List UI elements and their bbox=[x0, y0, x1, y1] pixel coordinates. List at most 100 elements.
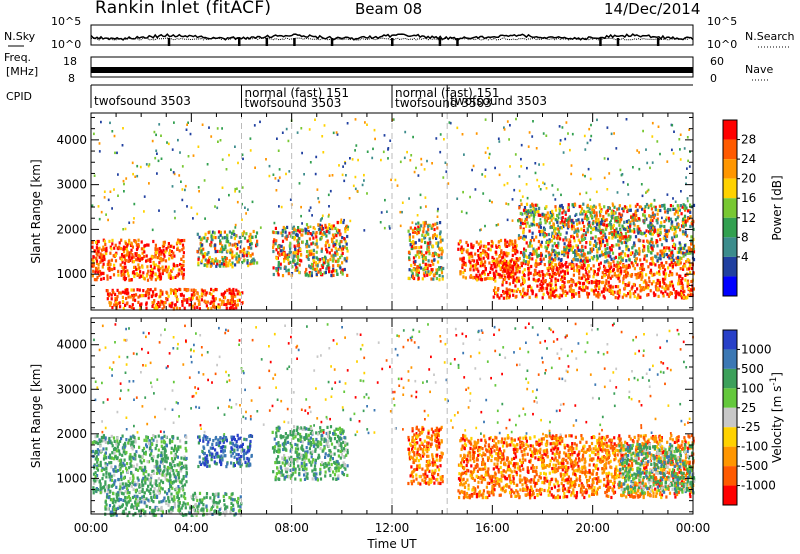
velocity-colorbar-segment bbox=[723, 485, 737, 505]
velocity-region bbox=[407, 425, 444, 486]
power-colorbar-label: Power [dB] bbox=[770, 175, 784, 240]
xlabel: Time UT bbox=[366, 537, 417, 551]
cpid-segment-label: twofsound 3503 bbox=[395, 96, 492, 110]
velocity-colorbar-segment bbox=[723, 407, 737, 428]
noise-left-label: N.Sky bbox=[4, 30, 36, 43]
xtick-label: 12:00 bbox=[375, 521, 410, 535]
power-colorbar-segment bbox=[723, 159, 737, 179]
noise-gap-mark bbox=[265, 38, 269, 46]
xtick-label: 20:00 bbox=[575, 521, 610, 535]
power-ytick-label: 1000 bbox=[56, 267, 87, 281]
velocity-colorbar-tick: 500 bbox=[741, 362, 764, 376]
noise-gap-mark bbox=[167, 38, 171, 46]
noise-gap-mark bbox=[438, 38, 442, 46]
power-colorbar-segment bbox=[723, 237, 737, 257]
power-colorbar-tick: 28 bbox=[741, 133, 756, 147]
power-colorbar-tick: 24 bbox=[741, 152, 756, 166]
date-label: 14/Dec/2014 bbox=[604, 0, 701, 18]
power-colorbar-tick: 4 bbox=[741, 250, 749, 264]
power-region bbox=[271, 225, 304, 278]
power-region bbox=[407, 220, 445, 282]
freq-right-tick: 0 bbox=[710, 72, 717, 85]
power-colorbar-frame bbox=[722, 119, 738, 297]
velocity-colorbar-segment bbox=[723, 427, 737, 447]
xtick-label: 00:00 bbox=[676, 521, 711, 535]
power-region bbox=[304, 220, 349, 278]
power-colorbar-tick: 8 bbox=[741, 230, 749, 244]
velocity-region bbox=[91, 434, 188, 495]
noise-gap-mark bbox=[391, 38, 394, 46]
noise-gap-mark bbox=[599, 38, 602, 46]
velocity-colorbar-tick: -100 bbox=[741, 440, 768, 454]
velocity-colorbar-tick: -1000 bbox=[741, 479, 776, 493]
power-colorbar-segment bbox=[723, 198, 737, 218]
noise-gap-mark bbox=[616, 38, 620, 46]
noise-right-label: N.Search bbox=[745, 30, 795, 43]
velocity-colorbar-tick: 100 bbox=[741, 381, 764, 395]
velocity-sparse-echoes bbox=[93, 322, 694, 437]
velocity-colorbar-segment bbox=[723, 446, 737, 467]
velocity-region bbox=[618, 442, 696, 495]
power-region bbox=[492, 260, 695, 300]
power-sparse-echoes bbox=[91, 117, 691, 232]
power-region bbox=[91, 238, 186, 282]
freq-right-label: Nave bbox=[745, 63, 773, 76]
velocity-ytick-label: 1000 bbox=[56, 471, 87, 485]
velocity-ytick-label: 2000 bbox=[56, 427, 87, 441]
velocity-colorbar-tick: 1000 bbox=[741, 342, 772, 356]
noise-sky-trace bbox=[90, 33, 694, 41]
power-colorbar-segment bbox=[723, 276, 737, 296]
power-colorbar-segment bbox=[723, 178, 737, 199]
velocity-ytick-label: 4000 bbox=[56, 338, 87, 352]
noise-gap-mark bbox=[330, 38, 334, 46]
cpid-segment-label: twofsound 3503 bbox=[94, 94, 191, 108]
noise-gap-mark bbox=[656, 38, 660, 46]
power-region bbox=[105, 287, 244, 311]
velocity-colorbar-label: Velocity [m s-1] bbox=[769, 372, 784, 463]
power-colorbar-segment bbox=[723, 256, 737, 277]
velocity-region bbox=[271, 425, 349, 482]
freq-right-tick: 60 bbox=[710, 55, 724, 68]
velocity-colorbar-tick: -25 bbox=[741, 420, 761, 434]
cpid-segment-label: twofsound 3503 bbox=[245, 96, 342, 110]
cpid-segment-label: normal (fast) 151 bbox=[245, 86, 349, 100]
power-colorbar-tick: 16 bbox=[741, 191, 756, 205]
velocity-colorbar-segment bbox=[723, 466, 737, 486]
power-region bbox=[517, 202, 696, 264]
velocity-colorbar-segment bbox=[723, 388, 737, 408]
freq-trace bbox=[91, 67, 693, 73]
velocity-colorbar-segment bbox=[723, 368, 737, 389]
power-ytick-label: 4000 bbox=[56, 133, 87, 147]
noise-gap-mark bbox=[293, 38, 296, 46]
noise-gap-mark bbox=[237, 38, 241, 46]
power-colorbar-segment bbox=[723, 120, 737, 140]
noise-right-tick: 10^5 bbox=[707, 15, 737, 28]
velocity-ylabel: Slant Range [km] bbox=[29, 364, 43, 468]
power-group: 1000 2000 3000 4000 Slant Range [km] 28 24 20 16… bbox=[29, 112, 784, 311]
noise-gap-mark bbox=[456, 38, 459, 46]
freq-left-tick: 8 bbox=[68, 72, 75, 85]
power-colorbar-tick: 12 bbox=[741, 211, 756, 225]
freq-left-unit: [MHz] bbox=[6, 65, 38, 78]
noise-left-tick: 10^0 bbox=[51, 38, 81, 51]
page-title: Rankin Inlet (fitACF) bbox=[95, 0, 272, 18]
xtick-label: 16:00 bbox=[475, 521, 510, 535]
xtick-label: 08:00 bbox=[274, 521, 309, 535]
power-region bbox=[196, 229, 259, 269]
velocity-colorbar-segment bbox=[723, 349, 737, 369]
velocity-colorbar-frame bbox=[722, 329, 738, 506]
noise-right-tick: 10^0 bbox=[707, 38, 737, 51]
noise-left-tick: 10^5 bbox=[51, 15, 81, 28]
velocity-region bbox=[197, 433, 254, 469]
xtick-label: 04:00 bbox=[174, 521, 209, 535]
power-colorbar-segment bbox=[723, 217, 737, 238]
velocity-colorbar-tick: 25 bbox=[741, 401, 756, 415]
velocity-colorbar-tick: -500 bbox=[741, 459, 768, 473]
power-colorbar-tick: 20 bbox=[741, 172, 756, 186]
velocity-colorbar-segment bbox=[723, 330, 737, 350]
velocity-group: 1000 2000 3000 4000 Slant Range [km] 1000 500 1… bbox=[29, 317, 784, 518]
power-colorbar-segment bbox=[723, 139, 737, 160]
velocity-region bbox=[104, 491, 243, 518]
beam-label: Beam 08 bbox=[355, 0, 423, 18]
power-ylabel: Slant Range [km] bbox=[29, 159, 43, 263]
